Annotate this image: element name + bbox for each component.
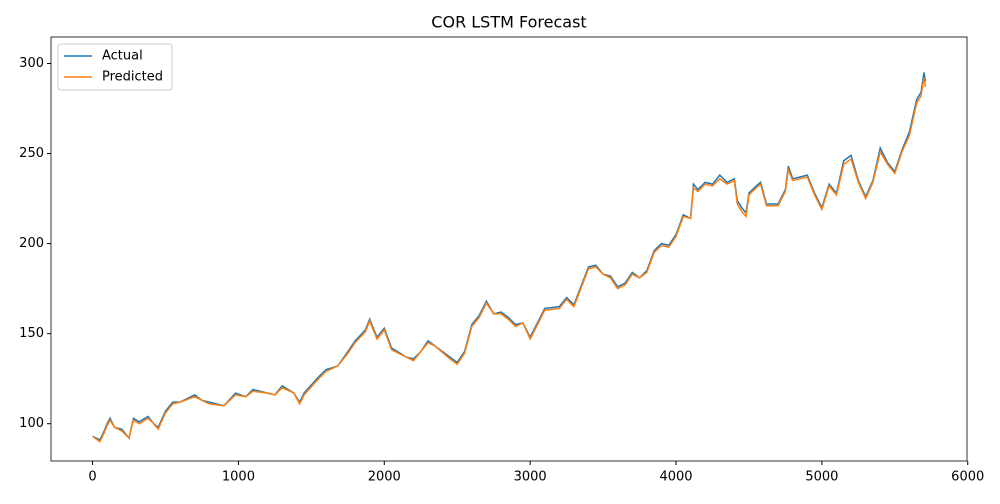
- x-tick-label: 3000: [514, 470, 547, 485]
- line-series: [92, 77, 927, 443]
- legend-label: Actual: [102, 49, 143, 64]
- x-tick-label: 6000: [951, 470, 984, 485]
- chart-title: COR LSTM Forecast: [431, 13, 586, 32]
- y-tick-label: 100: [19, 416, 44, 431]
- x-tick-label: 1000: [222, 470, 255, 485]
- y-tick-label: 300: [19, 56, 44, 71]
- x-tick-label: 4000: [659, 470, 692, 485]
- x-tick-label: 0: [88, 470, 96, 485]
- x-tick-label: 5000: [805, 470, 838, 485]
- x-tick-label: 2000: [368, 470, 401, 485]
- line-series: [92, 72, 927, 441]
- y-tick-label: 150: [19, 326, 44, 341]
- y-tick-label: 250: [19, 146, 44, 161]
- plot-frame: [50, 36, 968, 462]
- y-tick-label: 200: [19, 236, 44, 251]
- legend-label: Predicted: [102, 70, 163, 85]
